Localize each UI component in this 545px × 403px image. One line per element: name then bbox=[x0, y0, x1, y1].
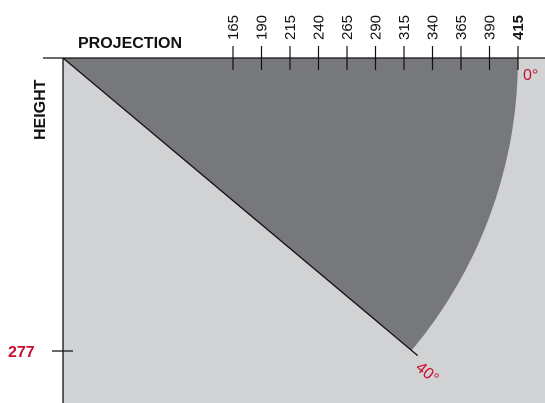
x-tick-label: 365 bbox=[453, 15, 470, 40]
x-axis-title: PROJECTION bbox=[78, 35, 182, 52]
angle-40-line bbox=[62, 57, 419, 357]
y-axis-title: HEIGHT bbox=[32, 79, 49, 140]
angle-0-label: 0° bbox=[523, 67, 538, 84]
x-tick-label: 315 bbox=[396, 15, 413, 40]
x-tick-label: 390 bbox=[482, 15, 499, 40]
x-axis-ticks: 165 190 215 240 265 290 315 340 365 390 415 bbox=[225, 15, 527, 70]
x-tick-label: 240 bbox=[311, 15, 328, 40]
x-tick-label: 190 bbox=[254, 15, 271, 40]
reach-sector bbox=[63, 58, 518, 351]
x-tick-label: 165 bbox=[225, 15, 242, 40]
x-tick-label: 265 bbox=[339, 15, 356, 40]
x-tick-label: 340 bbox=[425, 15, 442, 40]
x-tick-label: 215 bbox=[282, 15, 299, 40]
x-tick-label: 415 bbox=[510, 15, 527, 40]
x-tick-label: 290 bbox=[368, 15, 385, 40]
y-marked-value: 277 bbox=[8, 344, 35, 361]
